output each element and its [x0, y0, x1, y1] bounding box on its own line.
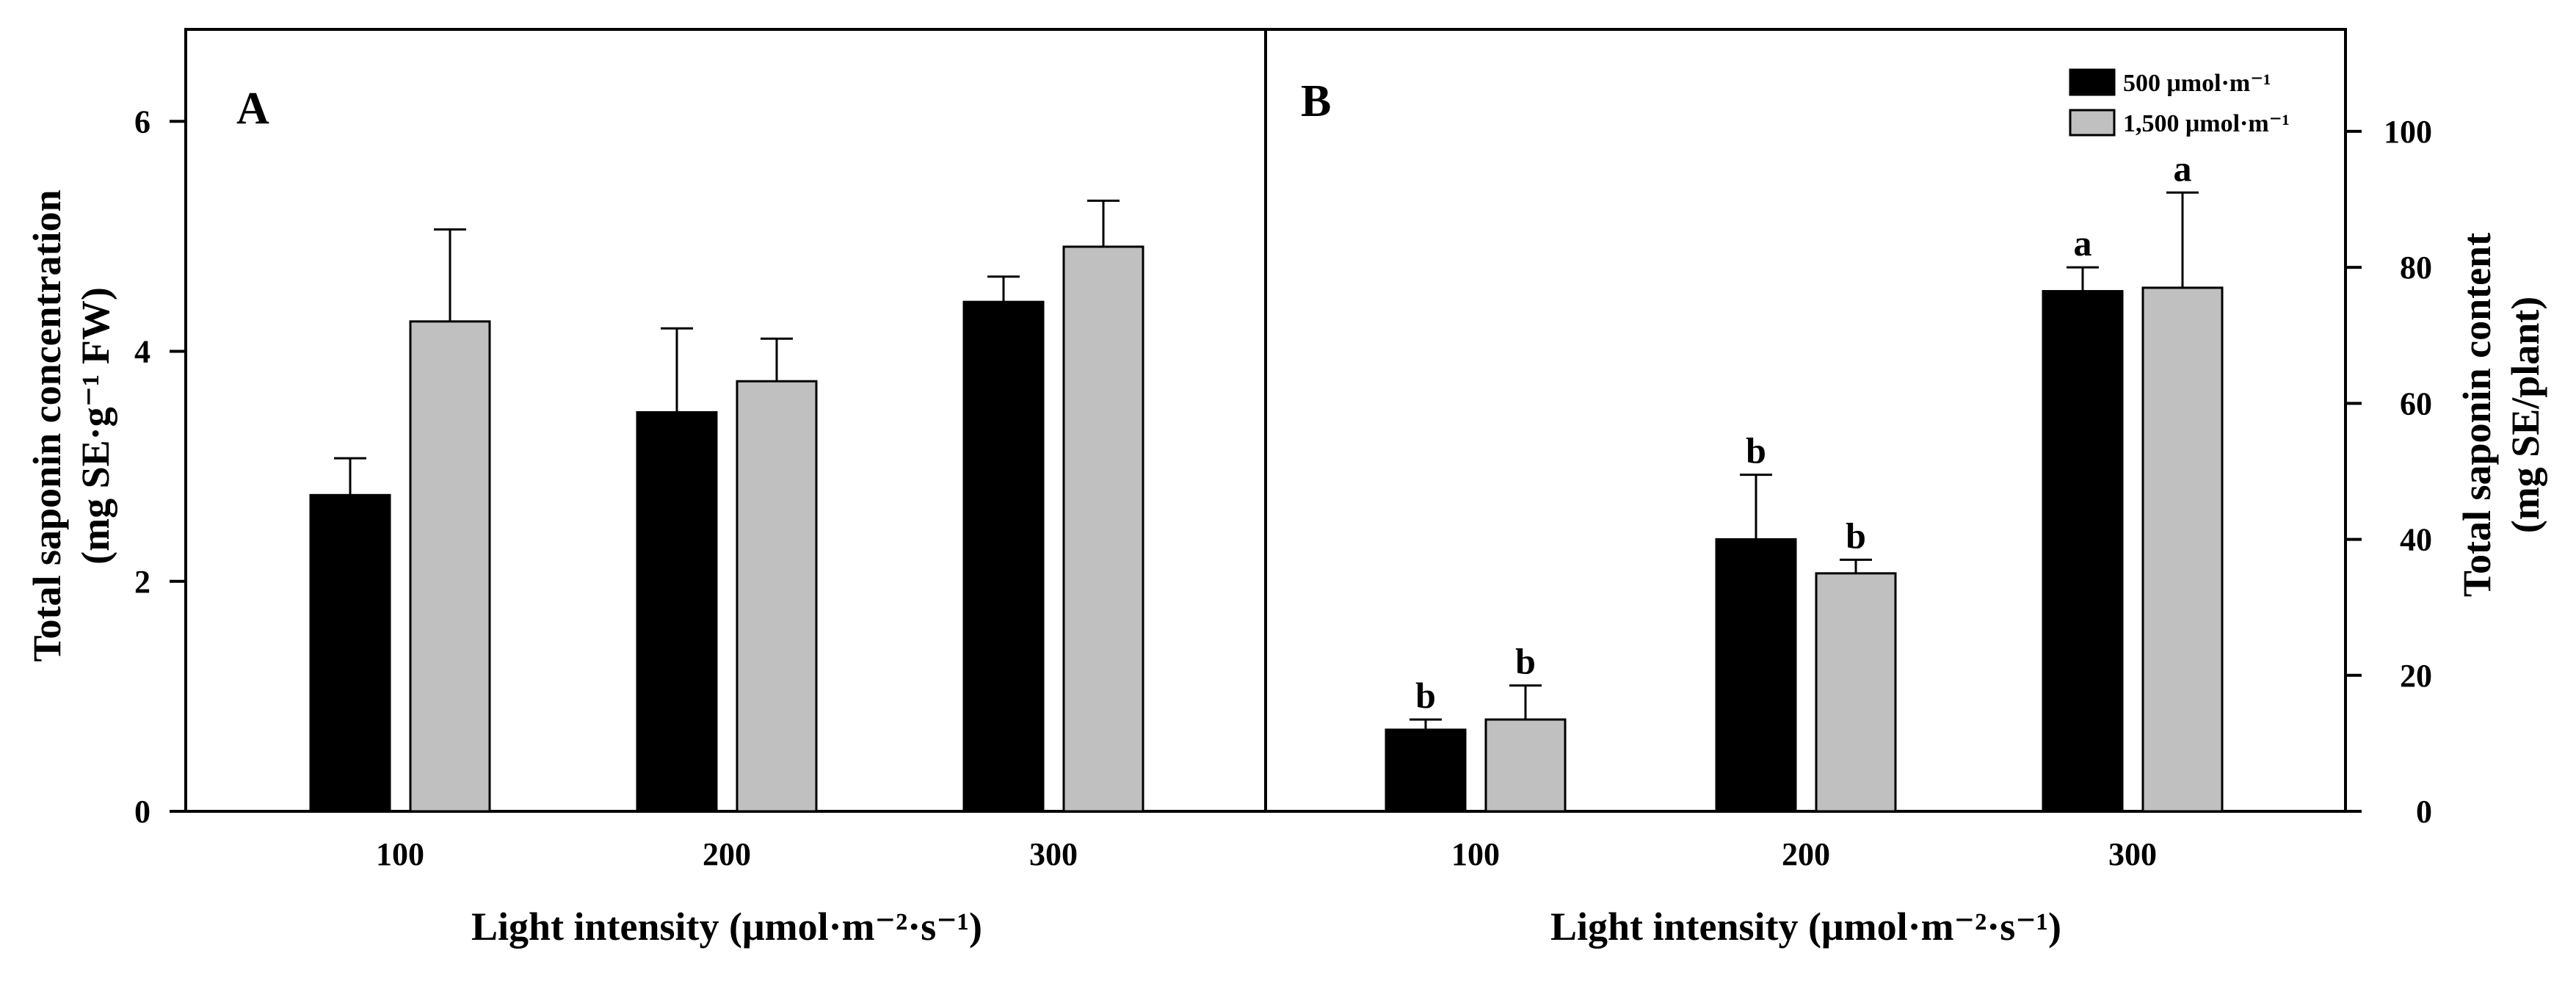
panel-b-significance-letter: a — [2074, 222, 2092, 264]
panel-b-xtick-label: 100 — [1451, 836, 1500, 872]
panel-a-ytick-label: 0 — [134, 794, 150, 830]
panel-b-letter: B — [1301, 76, 1331, 126]
panel-b-bar-1500-200 — [1815, 572, 1897, 813]
panel-b-xtick-label: 300 — [2108, 836, 2157, 872]
panel-a-y-axis: 0 2 4 6 — [134, 104, 186, 830]
panel-b-ytick-label: 20 — [2400, 658, 2432, 694]
panel-b-bar-500-200 — [1715, 538, 1797, 813]
panel-b-bar-1500-300 — [2141, 286, 2224, 813]
panel-b-significance-letter: a — [2174, 148, 2192, 189]
panel-a-ytick-label: 4 — [134, 334, 150, 370]
panel-a-bar-500-200 — [636, 411, 718, 813]
panel-b-x-axis: 100 200 300 — [1451, 836, 2157, 872]
panel-b-ylabel-line1: Total saponin content — [2455, 233, 2499, 597]
panel-b-significance-letter: b — [1415, 675, 1436, 716]
panel-a-bar-1500-100 — [409, 320, 491, 813]
legend: 500 μmol·m⁻¹ 1,500 μmol·m⁻¹ — [2069, 68, 2290, 137]
panel-a-ylabel-line1: Total saponin concentration — [25, 189, 69, 662]
panel-b-significance-letter: b — [1746, 430, 1766, 471]
panel-b-xlabel: Light intensity (μmol·m⁻²·s⁻¹) — [1550, 905, 2061, 949]
panel-a-bar-1500-200 — [736, 380, 818, 813]
panel-a-ytick-label: 6 — [134, 104, 150, 140]
panel-a-xtick-label: 200 — [703, 836, 751, 872]
legend-swatch-1500 — [2069, 109, 2116, 137]
panel-b-ytick-label: 100 — [2384, 114, 2432, 150]
panel-b-bar-500-300 — [2042, 290, 2124, 813]
panel-b-xtick-label: 200 — [1782, 836, 1830, 872]
panel-b-significance-letter: b — [1515, 641, 1536, 682]
panel-a-xtick-label: 300 — [1029, 836, 1078, 872]
panel-b-ytick-label: 40 — [2400, 522, 2432, 558]
panel-a-letter: A — [236, 84, 269, 134]
panel-b-ytick-label: 60 — [2400, 385, 2432, 421]
panel-b-frame — [1264, 28, 2347, 813]
panel-a-ytick-label: 2 — [134, 564, 150, 600]
panel-b-y-axis: 0 20 40 60 80 100 — [2345, 114, 2432, 830]
panel-a-xtick-label: 100 — [376, 836, 424, 872]
panel-b-significance-letter: b — [1846, 515, 1866, 556]
panel-b-ytick-label: 0 — [2416, 794, 2432, 830]
panel-a-ylabel-line2: (mg SE·g⁻¹ FW) — [73, 287, 117, 565]
panel-a-xlabel: Light intensity (μmol·m⁻²·s⁻¹) — [471, 905, 982, 949]
panel-a-bar-500-300 — [962, 300, 1045, 813]
panel-b-bar-1500-100 — [1484, 718, 1567, 813]
panel-b-bar-500-100 — [1385, 728, 1467, 813]
legend-label-1500: 1,500 μmol·m⁻¹ — [2123, 110, 2290, 137]
panel-a-bars — [309, 199, 1144, 813]
panel-a-x-axis: 100 200 300 — [376, 836, 1078, 872]
panel-a-bar-1500-300 — [1062, 245, 1144, 813]
panel-b-ylabel-line2: (mg SE/plant) — [2503, 297, 2547, 534]
panel-b-bars: b b a b b a — [1385, 148, 2224, 813]
legend-label-500: 500 μmol·m⁻¹ — [2123, 70, 2271, 97]
legend-swatch-500 — [2069, 68, 2116, 96]
panel-a-bar-500-100 — [309, 493, 391, 813]
panel-b-ytick-label: 80 — [2400, 250, 2432, 286]
